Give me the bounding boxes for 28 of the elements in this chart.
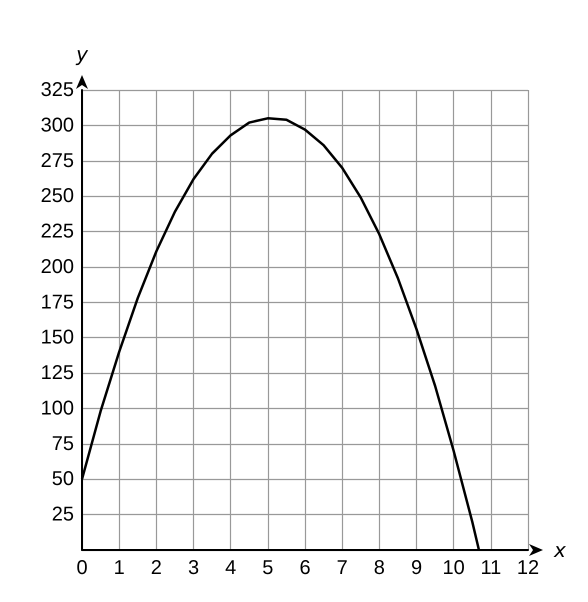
x-tick-label: 12 [516, 557, 540, 579]
y-tick-label: 25 [52, 504, 74, 526]
x-tick-label: 11 [480, 557, 502, 579]
x-tick-label: 0 [76, 557, 88, 579]
y-tick-label: 175 [40, 291, 74, 314]
y-tick-label: 200 [40, 256, 74, 278]
y-tick-label: 75 [52, 432, 74, 455]
x-tick-label: 2 [150, 557, 162, 579]
x-tick-label: 1 [114, 557, 125, 579]
x-tick-label: 10 [442, 557, 465, 579]
y-tick-label: 250 [40, 185, 74, 208]
x-tick-label: 8 [374, 557, 385, 579]
y-tick-label: 275 [40, 150, 74, 172]
x-axis-title: x [553, 538, 566, 562]
x-tick-label: 9 [410, 557, 422, 579]
x-tick-label: 4 [225, 557, 236, 579]
y-tick-label: 50 [52, 468, 74, 490]
y-tick-label: 125 [40, 362, 74, 384]
y-tick-label: 325 [40, 79, 74, 101]
y-tick-label: 225 [40, 220, 74, 243]
x-tick-label: 3 [188, 557, 200, 579]
x-tick-label: 7 [336, 557, 348, 579]
x-tick-label: 6 [299, 557, 311, 579]
y-tick-label: 150 [40, 326, 74, 349]
y-tick-label: 300 [40, 114, 74, 136]
y-axis-title: y [75, 42, 90, 66]
y-tick-label: 100 [40, 397, 74, 420]
x-tick-label: 5 [262, 557, 274, 579]
